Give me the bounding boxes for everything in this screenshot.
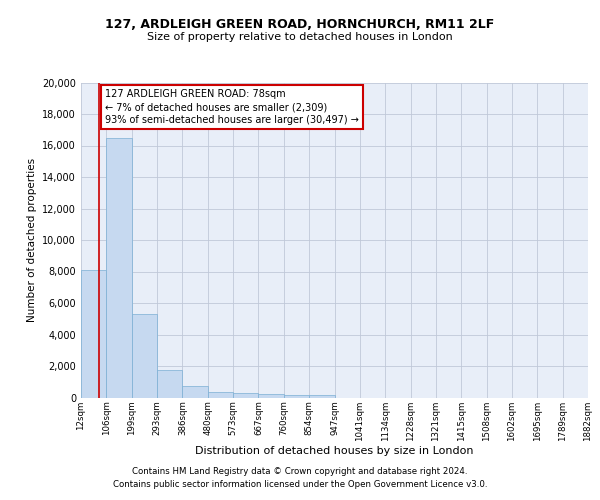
Bar — [233, 393, 259, 398]
Bar — [284, 394, 309, 398]
Bar — [132, 314, 157, 398]
Bar — [208, 392, 233, 398]
Y-axis label: Number of detached properties: Number of detached properties — [27, 158, 37, 322]
Text: Contains HM Land Registry data © Crown copyright and database right 2024.: Contains HM Land Registry data © Crown c… — [132, 467, 468, 476]
Bar — [259, 394, 284, 398]
Bar — [157, 370, 182, 398]
Text: 127, ARDLEIGH GREEN ROAD, HORNCHURCH, RM11 2LF: 127, ARDLEIGH GREEN ROAD, HORNCHURCH, RM… — [106, 18, 494, 30]
Text: Size of property relative to detached houses in London: Size of property relative to detached ho… — [147, 32, 453, 42]
Bar — [81, 270, 106, 398]
Bar — [309, 395, 335, 398]
Bar — [182, 386, 208, 398]
X-axis label: Distribution of detached houses by size in London: Distribution of detached houses by size … — [195, 446, 474, 456]
Text: 127 ARDLEIGH GREEN ROAD: 78sqm
← 7% of detached houses are smaller (2,309)
93% o: 127 ARDLEIGH GREEN ROAD: 78sqm ← 7% of d… — [105, 89, 359, 125]
Text: Contains public sector information licensed under the Open Government Licence v3: Contains public sector information licen… — [113, 480, 487, 489]
Bar — [106, 138, 132, 398]
